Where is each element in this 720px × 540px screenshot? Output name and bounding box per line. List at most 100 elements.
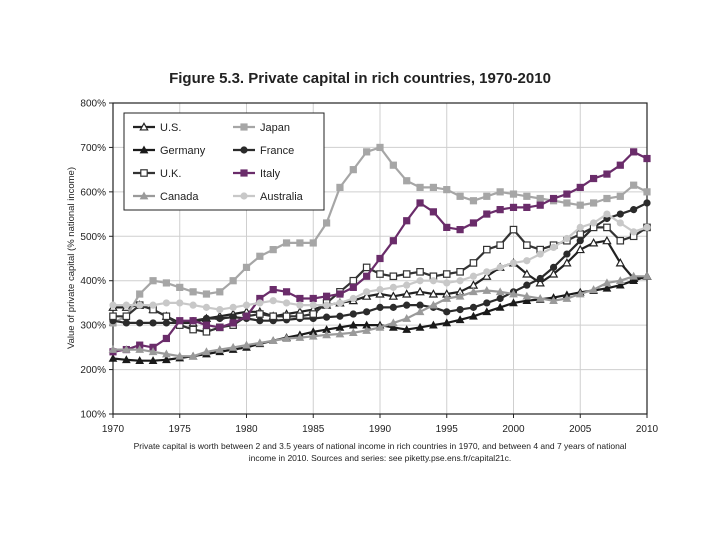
data-point-canada <box>348 328 358 337</box>
data-point-france <box>456 305 464 314</box>
data-point-italy <box>496 206 504 214</box>
data-point-u-k <box>402 270 411 278</box>
data-point-japan <box>269 246 277 254</box>
x-axis: 1970 1975 1980 1985 1990 1995 2000 2005 2010 <box>102 414 659 435</box>
legend-label-france: France <box>260 145 294 157</box>
data-point-germany <box>108 353 118 362</box>
data-point-u-k <box>122 312 131 321</box>
data-point-canada <box>268 336 278 345</box>
legend-label-germany: Germany <box>160 145 206 157</box>
data-point-france <box>483 299 491 307</box>
data-point-germany <box>615 280 625 289</box>
data-point-canada <box>615 276 625 285</box>
series-australia <box>109 210 651 314</box>
data-point-japan <box>336 183 344 192</box>
data-point-japan <box>282 239 291 247</box>
y-tick-label: 400% <box>80 276 106 287</box>
data-point-italy <box>282 288 291 296</box>
data-point-japan <box>202 290 211 298</box>
data-point-u-k <box>296 312 304 321</box>
data-point-france <box>403 301 411 309</box>
data-point-u-k <box>576 230 585 238</box>
legend-marker-canada <box>139 191 149 200</box>
data-point-australia <box>416 277 424 285</box>
data-point-canada <box>242 340 251 349</box>
legend-entry-canada: Canada <box>133 191 199 203</box>
data-point-u-k <box>416 268 424 276</box>
data-point-italy <box>563 190 571 198</box>
data-point-france <box>549 263 558 271</box>
data-point-france <box>536 274 544 283</box>
legend-label-u-k: U.K. <box>160 168 181 180</box>
data-point-japan <box>523 192 531 200</box>
data-point-canada <box>255 338 265 347</box>
data-point-japan <box>162 279 170 287</box>
data-point-canada <box>362 325 372 334</box>
data-point-canada <box>121 345 131 353</box>
data-point-u-s <box>482 271 492 280</box>
data-point-italy <box>456 226 464 234</box>
data-point-australia <box>229 303 237 311</box>
data-point-france <box>349 310 357 318</box>
data-point-australia <box>389 283 397 291</box>
data-point-australia <box>109 301 117 309</box>
data-point-australia <box>456 277 464 285</box>
data-point-u-k <box>162 312 171 321</box>
legend-label-italy: Italy <box>260 168 281 180</box>
data-point-france <box>469 303 478 311</box>
data-point-canada <box>495 287 505 296</box>
data-point-australia <box>469 272 478 280</box>
data-point-japan <box>403 177 411 185</box>
data-point-japan <box>563 199 571 207</box>
data-point-italy <box>483 210 491 218</box>
data-point-u-s <box>375 289 385 298</box>
data-point-italy <box>590 174 598 183</box>
y-tick-label: 700% <box>80 143 106 154</box>
x-tick-label: 1995 <box>436 424 459 435</box>
data-point-u-k <box>256 310 264 318</box>
data-point-australia <box>589 219 598 227</box>
data-point-france <box>389 303 397 311</box>
data-point-australia <box>363 288 371 296</box>
data-point-australia <box>296 301 304 309</box>
data-point-france <box>630 206 638 214</box>
data-point-france <box>643 199 651 207</box>
data-point-canada <box>295 333 305 341</box>
data-point-italy <box>389 237 397 245</box>
data-point-u-s <box>428 289 439 298</box>
data-point-japan <box>296 239 304 247</box>
data-point-france <box>376 303 384 311</box>
data-point-japan <box>536 194 544 203</box>
legend-entry-france: France <box>233 145 294 157</box>
data-point-u-k <box>456 268 464 276</box>
data-point-france <box>322 313 331 321</box>
data-point-canada <box>429 300 438 309</box>
data-point-italy <box>336 290 344 298</box>
data-point-australia <box>162 299 170 307</box>
data-point-australia <box>616 219 624 227</box>
data-point-germany <box>121 355 131 364</box>
data-point-u-s <box>588 238 599 247</box>
data-point-japan <box>363 148 371 156</box>
data-point-u-s <box>615 258 625 267</box>
data-point-canada <box>482 285 492 294</box>
legend-label-australia: Australia <box>260 191 304 203</box>
data-point-canada <box>549 296 558 305</box>
data-point-u-s <box>402 289 412 298</box>
data-point-canada <box>135 345 145 353</box>
data-point-u-k <box>616 236 625 245</box>
series-group <box>108 143 652 365</box>
series-japan <box>109 143 651 327</box>
data-point-italy <box>523 203 531 212</box>
data-point-italy <box>509 203 518 212</box>
x-tick-label: 2000 <box>502 424 525 435</box>
data-point-japan <box>576 201 584 209</box>
data-point-japan <box>496 188 504 196</box>
data-point-canada <box>202 347 211 356</box>
legend-entry-u-s: U.S. <box>133 122 181 134</box>
data-point-australia <box>242 301 251 309</box>
data-point-canada <box>228 342 238 351</box>
y-tick-label: 500% <box>80 232 106 243</box>
data-point-australia <box>322 301 331 309</box>
